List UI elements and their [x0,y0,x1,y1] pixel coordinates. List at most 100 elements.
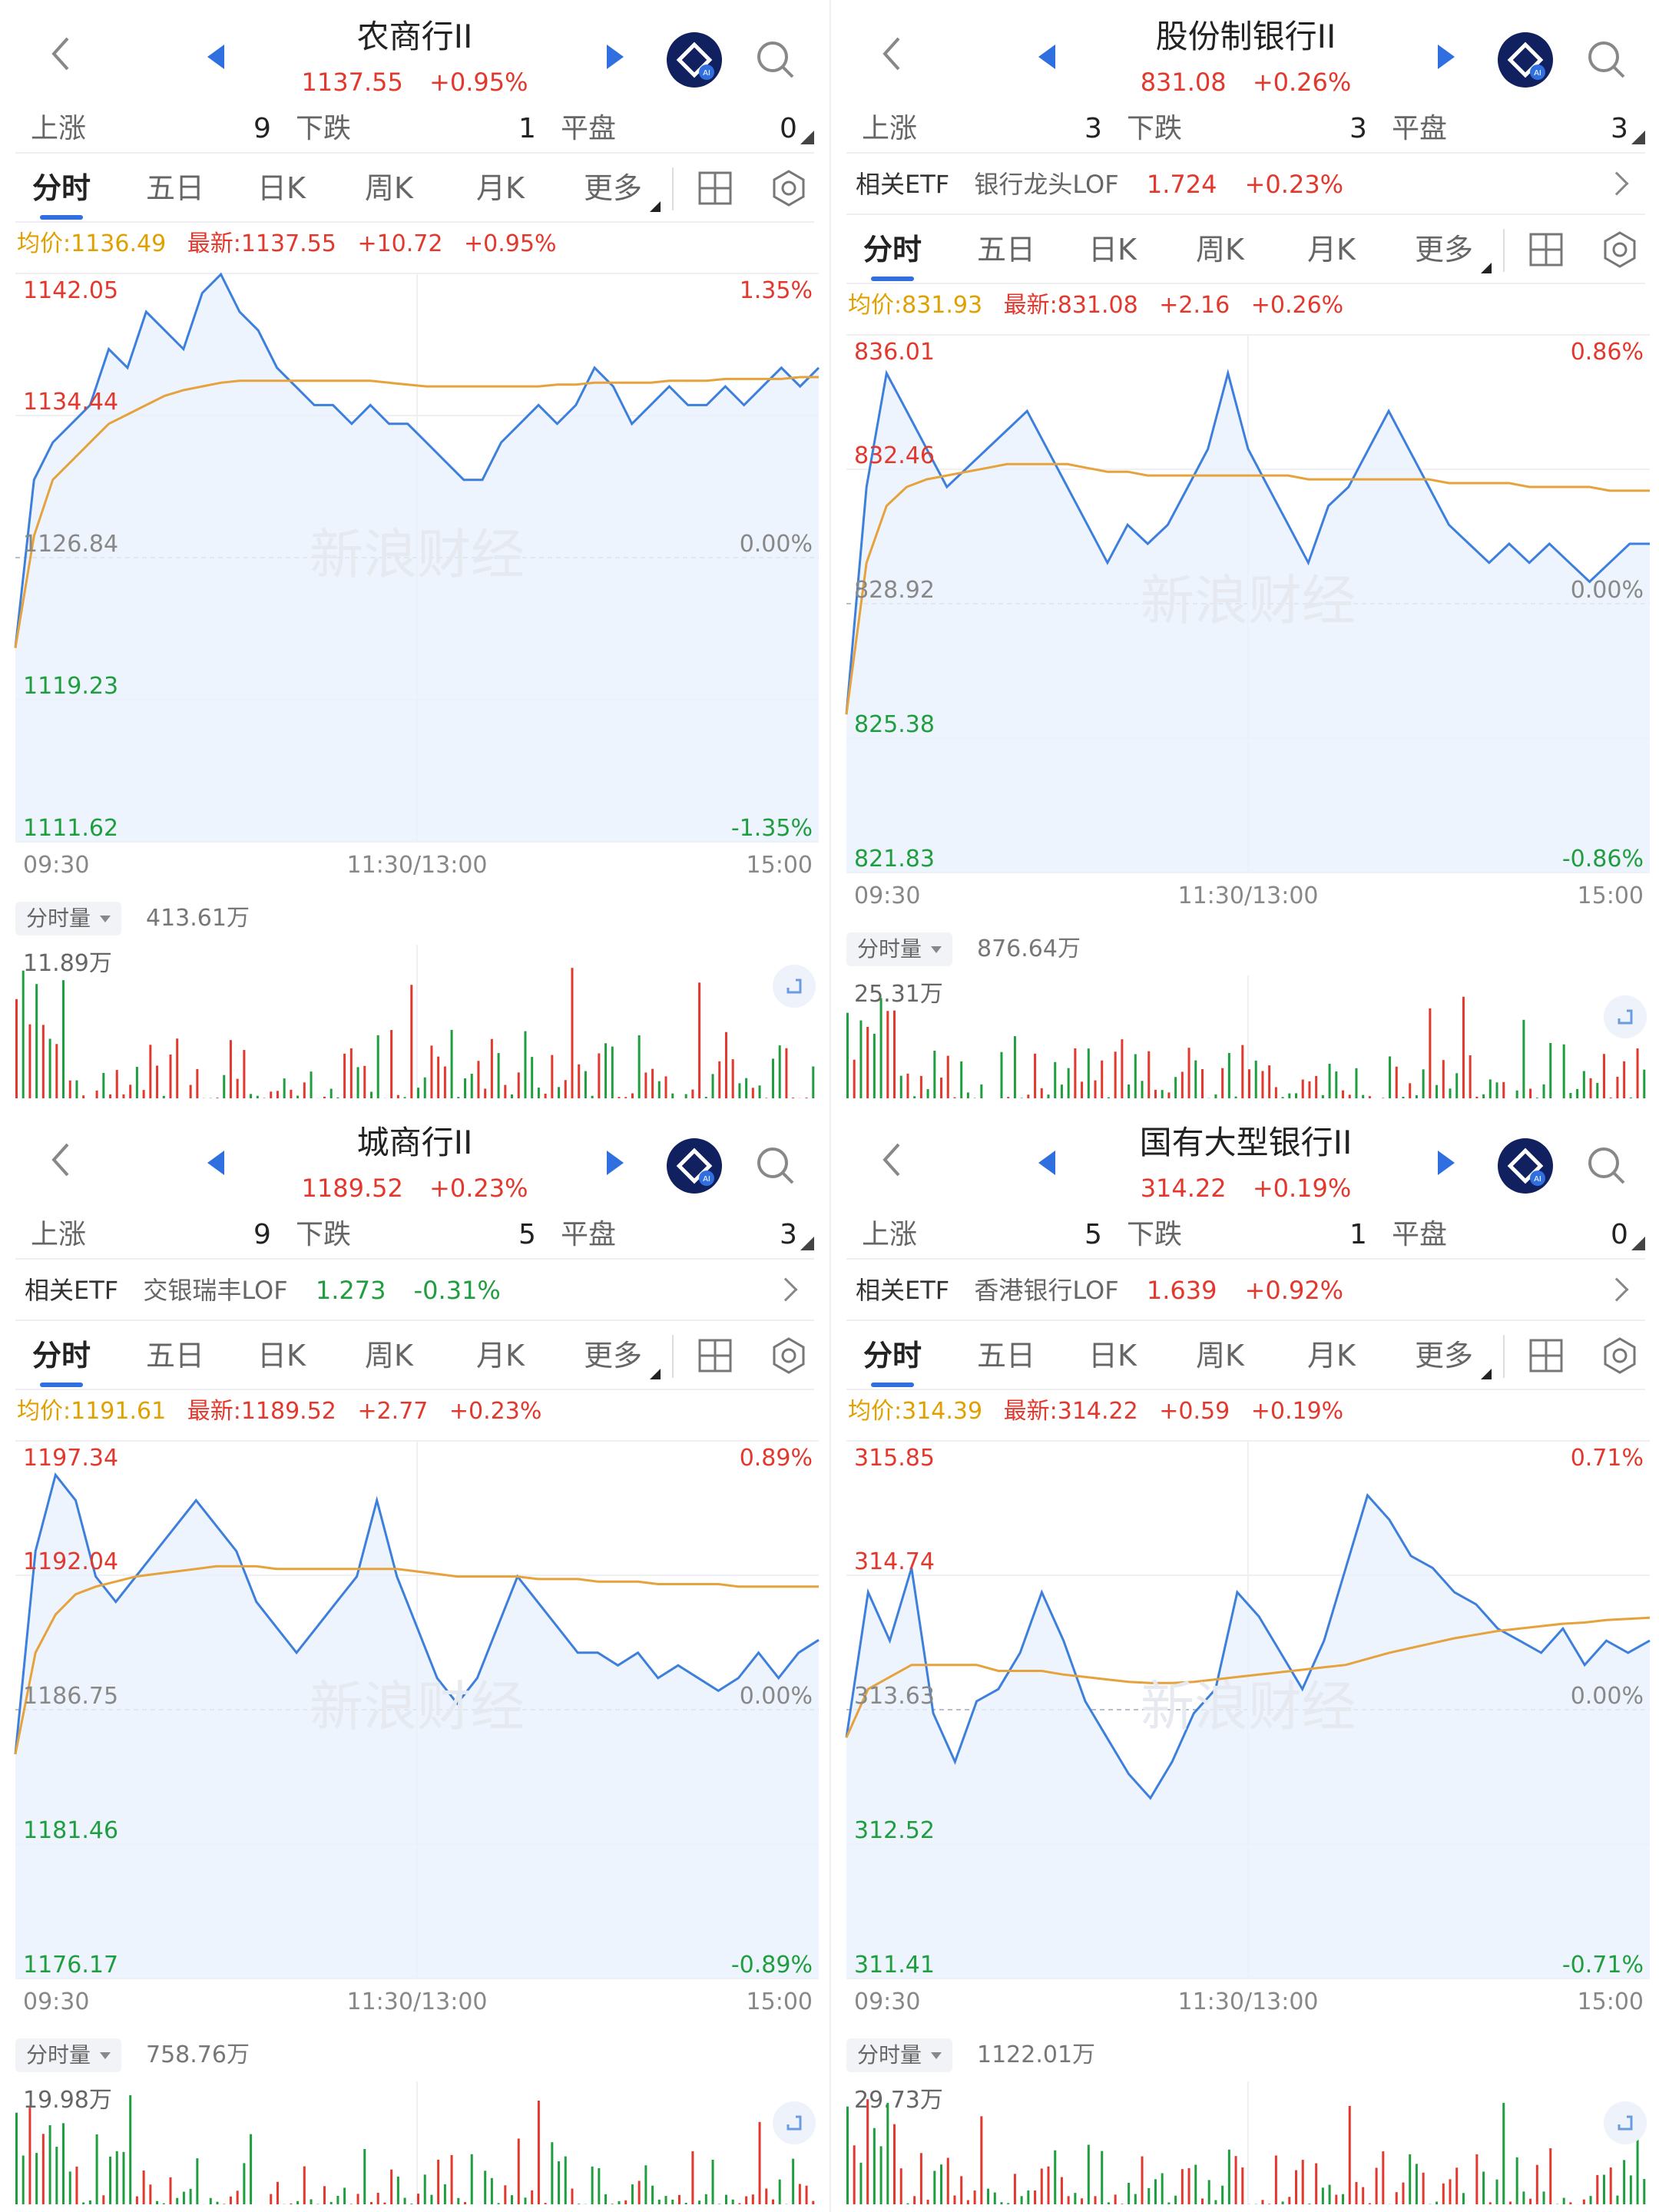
volume-bar [1261,1071,1264,1098]
price-area [15,274,819,842]
index-title: 农商行II [356,18,473,55]
expand-volume-icon[interactable] [773,965,816,1008]
tab-1[interactable]: 五日 [977,233,1036,267]
intraday-price-chart[interactable]: 新浪财经 1142.05 1134.44 1126.84 1119.23 1111.62 1… [0,266,828,896]
tab-4[interactable]: 月K [1307,233,1356,267]
tab-4[interactable]: 月K [476,171,525,205]
next-index-icon[interactable] [1438,1151,1455,1175]
next-index-icon[interactable] [1438,45,1455,69]
y-axis-pct-label: 0.00% [740,1683,813,1710]
layout-grid-icon[interactable] [1528,1338,1564,1373]
settings-icon[interactable] [770,1336,808,1375]
intraday-price-chart[interactable]: 新浪财经 315.85 314.74 313.63 312.52 311.41 0.71% 0… [831,1433,1659,2032]
back-icon[interactable] [869,1137,916,1183]
volume-bar [698,982,701,1098]
tab-2[interactable]: 日K [257,1339,306,1373]
tab-5[interactable]: 更多 [1415,1339,1474,1373]
prev-index-icon[interactable] [1038,45,1055,69]
volume-bar [946,2157,949,2204]
tab-3[interactable]: 周K [365,171,413,205]
tab-5[interactable]: 更多 [584,1339,643,1373]
ai-assistant-icon[interactable]: AI [667,32,722,88]
ai-assistant-icon[interactable]: AI [667,1138,722,1194]
tab-2[interactable]: 日K [1088,233,1137,267]
prev-index-icon[interactable] [1038,1151,1055,1175]
volume-type-dropdown[interactable]: 分时量 [846,2038,953,2072]
back-icon[interactable] [38,1137,84,1183]
tab-3[interactable]: 周K [1196,1339,1244,1373]
tab-2[interactable]: 日K [257,171,306,205]
related-etf-row[interactable]: 相关ETF 香港银行LOF 1.639 +0.92% [846,1260,1645,1321]
volume-bar [22,2155,25,2204]
volume-bar [853,2145,856,2204]
expand-volume-icon[interactable] [1604,995,1647,1038]
tab-4[interactable]: 月K [476,1339,525,1373]
tab-3[interactable]: 周K [1196,233,1244,267]
volume-bar [758,1085,761,1098]
tab-0[interactable]: 分时 [25,1321,98,1390]
expand-volume-icon[interactable] [773,2101,816,2144]
related-etf-row[interactable]: 相关ETF 银行龙头LOF 1.724 +0.23% [846,154,1645,215]
ai-assistant-icon[interactable]: AI [1498,32,1553,88]
volume-bar [718,1061,721,1098]
volume-bar [1582,2199,1585,2204]
next-index-icon[interactable] [607,45,624,69]
volume-chart[interactable]: 19.98万 [0,2081,828,2204]
next-index-icon[interactable] [607,1151,624,1175]
intraday-price-chart[interactable]: 新浪财经 1197.34 1192.04 1186.75 1181.46 1176.17 0… [0,1433,828,2032]
tab-0[interactable]: 分时 [856,1321,929,1390]
tab-4[interactable]: 月K [1307,1339,1356,1373]
volume-bar [1455,1073,1459,1098]
volume-type-dropdown[interactable]: 分时量 [15,902,122,935]
back-icon[interactable] [38,31,84,77]
settings-icon[interactable] [1601,1336,1639,1375]
volume-bar [15,998,18,1098]
tab-3[interactable]: 周K [365,1339,413,1373]
expand-stats-icon[interactable] [1631,1237,1645,1250]
volume-bar [940,2164,943,2204]
expand-stats-icon[interactable] [800,131,814,144]
volume-bar [48,1038,51,1098]
back-icon[interactable] [869,31,916,77]
prev-index-icon[interactable] [207,1151,224,1175]
volume-type-dropdown[interactable]: 分时量 [15,2038,122,2072]
volume-chart[interactable]: 25.31万 [831,975,1659,1098]
tab-5[interactable]: 更多 [584,171,643,205]
volume-chart[interactable]: 29.73万 [831,2081,1659,2204]
expand-volume-icon[interactable] [1604,2101,1647,2144]
volume-bar [1067,1068,1070,1098]
volume-type-dropdown[interactable]: 分时量 [846,932,953,966]
prev-index-icon[interactable] [207,45,224,69]
up-count: 9 [253,1219,271,1250]
expand-stats-icon[interactable] [800,1237,814,1250]
volume-bar [1529,1088,1532,1098]
layout-grid-icon[interactable] [1528,232,1564,267]
tab-5[interactable]: 更多 [1415,233,1474,267]
volume-bar [778,1045,781,1098]
layout-grid-icon[interactable] [697,1338,733,1373]
tab-1[interactable]: 五日 [146,171,205,205]
search-icon[interactable] [1584,37,1630,83]
tab-2[interactable]: 日K [1088,1339,1137,1373]
tab-0[interactable]: 分时 [856,215,929,284]
price-line [14,272,820,648]
tab-0[interactable]: 分时 [25,154,98,223]
volume-chart[interactable]: 11.89万 [0,945,828,1098]
search-icon[interactable] [753,1143,799,1189]
settings-icon[interactable] [770,169,808,207]
avg-price-line [14,1565,819,1755]
expand-stats-icon[interactable] [1631,131,1645,144]
settings-icon[interactable] [1601,230,1639,269]
tab-1[interactable]: 五日 [146,1339,205,1373]
search-icon[interactable] [1584,1143,1630,1189]
ai-assistant-icon[interactable]: AI [1498,1138,1553,1194]
breadth-stats: 上涨 5 下跌 1 平盘 0 [846,1214,1645,1260]
tab-1[interactable]: 五日 [977,1339,1036,1373]
y-axis-label: 1186.75 [23,1683,118,1710]
related-etf-row[interactable]: 相关ETF 交银瑞丰LOF 1.273 -0.31% [15,1260,814,1321]
layout-grid-icon[interactable] [697,171,733,206]
volume-bar [698,2200,701,2204]
intraday-price-chart[interactable]: 新浪财经 836.01 832.46 828.92 825.38 821.83 0.86% 0… [831,327,1659,926]
volume-bar [1308,1081,1311,1098]
search-icon[interactable] [753,37,799,83]
